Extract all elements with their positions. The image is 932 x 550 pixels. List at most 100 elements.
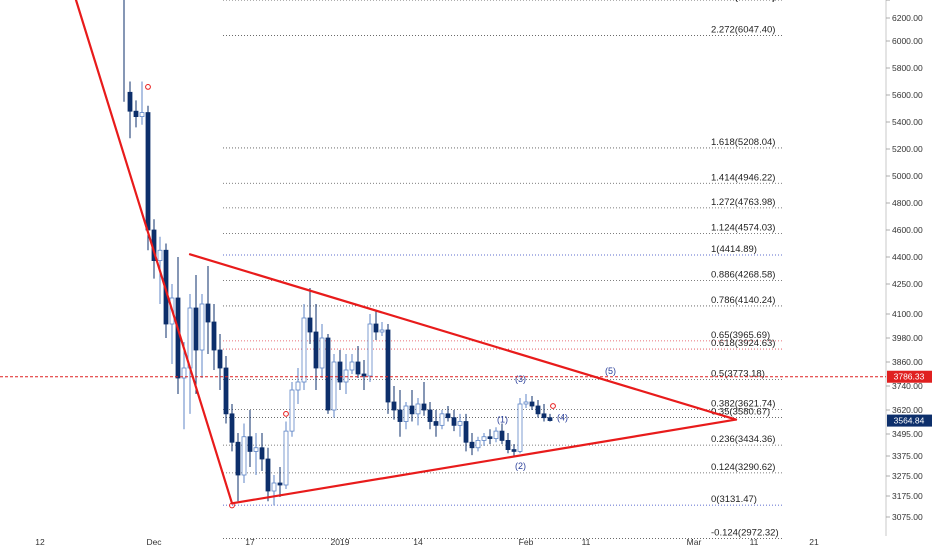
time-tick-label: 21 <box>809 537 819 547</box>
fib-level-label: 1.124(4574.03) <box>711 223 775 234</box>
trend-line <box>188 253 738 421</box>
fib-level-label: 2.414(6229.64) <box>711 0 775 3</box>
candle-body <box>211 321 217 351</box>
fib-level-label: 2.272(6047.40) <box>711 25 775 36</box>
candle-body <box>379 329 385 333</box>
time-tick-label: Dec <box>146 537 162 547</box>
candle-body <box>271 482 277 492</box>
candle-body <box>481 436 487 441</box>
time-tick-label: 14 <box>413 537 423 547</box>
last-price-tag <box>887 414 932 427</box>
candle-body <box>217 349 223 369</box>
candle-body <box>439 413 445 426</box>
wave-label: (5) <box>605 366 616 376</box>
candle-body <box>307 317 313 333</box>
candle-body <box>229 413 235 443</box>
time-tick-label: 17 <box>245 537 255 547</box>
price-tick-label: 5200.00 <box>892 144 923 154</box>
fib-level-label: 0.35(3580.67) <box>711 407 770 418</box>
candle-body <box>235 441 241 476</box>
fib-level-label: 0.5(3773.18) <box>711 368 765 379</box>
candle-body <box>385 329 391 403</box>
signal-marker <box>550 403 556 409</box>
candle-body <box>361 373 367 377</box>
candle-body <box>247 436 253 452</box>
fib-level-label: 1.414(4946.22) <box>711 172 775 183</box>
wave-labels: (1) (2) (3) (4) (5) <box>497 366 616 471</box>
price-axis[interactable]: 3075.00 3175.00 3275.00 3375.00 3495.00 3620.… <box>886 0 923 522</box>
wave-label: (1) <box>497 414 508 424</box>
price-tick-label: 6000.00 <box>892 36 923 46</box>
candle-body <box>349 361 355 371</box>
candle-body <box>541 413 547 419</box>
candle-body <box>475 440 481 449</box>
candle-body <box>175 297 181 379</box>
fibonacci-levels: 2.618(6491.46)2.414(6229.64) 2.272(6047.4… <box>223 0 782 539</box>
candle-body <box>487 436 493 439</box>
candle-body <box>253 447 259 452</box>
price-tick-label: 4100.00 <box>892 309 923 319</box>
wave-label: (3) <box>515 374 526 384</box>
price-tick-label: 6200.00 <box>892 13 923 23</box>
candle-body <box>463 421 469 443</box>
candle-body <box>469 441 475 449</box>
wave-label: (2) <box>515 461 526 471</box>
candle-body <box>529 401 535 407</box>
candle-body <box>499 430 505 441</box>
candle-body <box>523 401 529 405</box>
price-tags: 3786.33 3564.84 <box>887 370 932 427</box>
trend-line <box>230 418 738 505</box>
price-tick-label: 3075.00 <box>892 512 923 522</box>
time-tick-label: 11 <box>750 537 759 547</box>
price-tick-label: 3275.00 <box>892 471 923 481</box>
price-tick-label: 5000.00 <box>892 171 923 181</box>
candle-body <box>259 447 265 460</box>
candle-body <box>325 337 331 411</box>
time-tick-label: 11 <box>582 537 591 547</box>
candle-body <box>145 112 151 231</box>
candle-body <box>547 417 553 421</box>
candle-body <box>343 369 349 383</box>
candle-body <box>301 317 307 383</box>
fib-level-label: 1.272(4763.98) <box>711 197 775 208</box>
candle-body <box>283 430 289 486</box>
candle-body <box>433 421 439 426</box>
hline-price-tag <box>887 370 932 383</box>
signal-marker <box>283 410 289 417</box>
time-tick-label: 12 <box>35 537 45 547</box>
candle-body <box>241 436 247 476</box>
candle-body <box>421 403 427 411</box>
candle-body <box>277 482 283 486</box>
trend-lines <box>74 0 738 505</box>
trend-line <box>74 0 234 505</box>
price-tick-label: 5600.00 <box>892 90 923 100</box>
price-tick-label: 3175.00 <box>892 491 923 501</box>
price-tick-label: 6600.00 <box>892 0 923 2</box>
candle-body <box>397 409 403 422</box>
fib-level-label: -0.124(2972.32) <box>711 528 779 539</box>
candle-body <box>199 303 205 351</box>
candle-body <box>451 417 457 426</box>
candle-body <box>517 403 523 452</box>
hline-price-tag-label: 3786.33 <box>894 372 925 382</box>
candle-body <box>355 361 361 375</box>
time-tick-label: 2019 <box>331 537 350 547</box>
wave-label: (4) <box>557 413 568 423</box>
last-price-tag-label: 3564.84 <box>894 416 925 426</box>
time-axis[interactable]: Nov12Dec17201914Feb11Mar1121 <box>0 537 819 547</box>
fib-level-label: 0.618(3924.63) <box>711 338 775 349</box>
candle-body <box>133 110 139 117</box>
candle-body <box>205 303 211 323</box>
candle-body <box>373 323 379 333</box>
candle-body <box>193 307 199 351</box>
fib-level-label: 0.65(3965.69) <box>711 330 770 341</box>
fib-level-label: 1.618(5208.04) <box>711 137 775 148</box>
candle-body <box>157 249 163 262</box>
candle-body <box>457 421 463 426</box>
candle-body <box>295 381 301 391</box>
price-tick-label: 5400.00 <box>892 117 923 127</box>
signal-marker <box>145 84 151 90</box>
price-tick-label: 4250.00 <box>892 279 923 289</box>
price-tick-label: 3495.00 <box>892 429 923 439</box>
